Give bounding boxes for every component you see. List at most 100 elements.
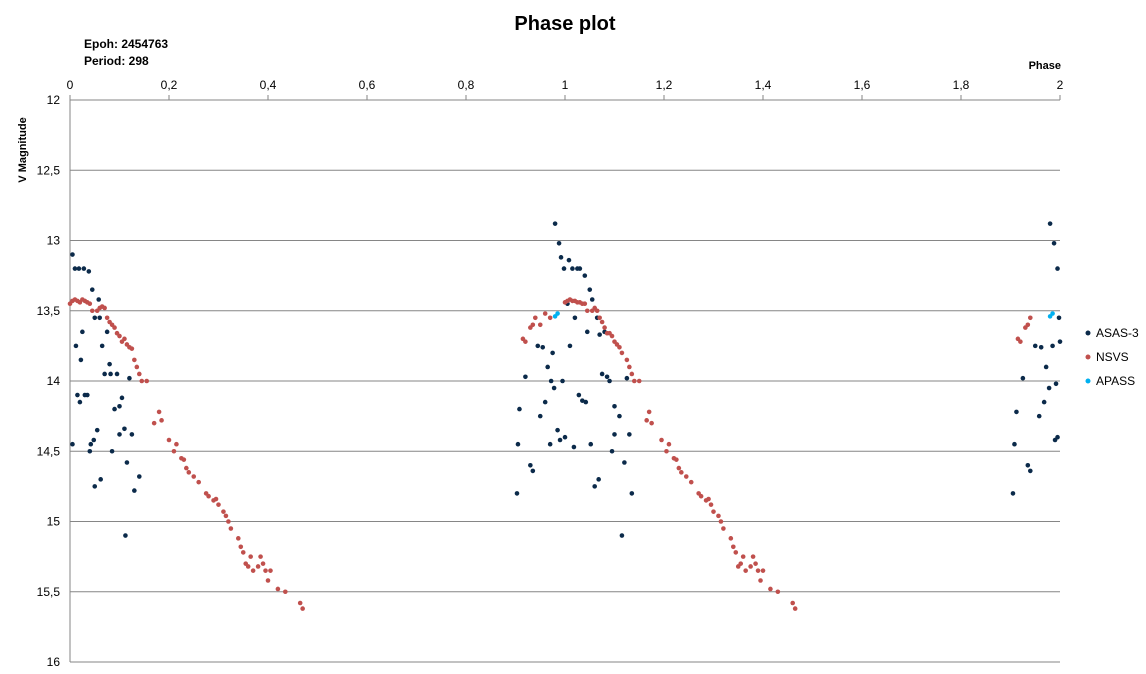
data-point-nsvs: [238, 544, 244, 550]
x-tick-label: 1: [562, 78, 569, 92]
data-point-nsvs: [186, 470, 192, 475]
data-point-nsvs: [644, 418, 649, 423]
data-point-asas-3: [1046, 385, 1052, 391]
data-point-nsvs: [166, 437, 172, 443]
data-point-nsvs: [250, 568, 256, 573]
y-tick-label: 15: [47, 515, 61, 529]
data-point-asas-3: [72, 266, 78, 271]
data-point-asas-3: [78, 357, 84, 363]
data-point-asas-3: [92, 484, 98, 489]
data-point-nsvs: [740, 554, 746, 559]
data-point-asas-3: [98, 477, 103, 482]
data-point-asas-3: [550, 350, 555, 356]
data-point-asas-3: [612, 432, 617, 437]
data-point-nsvs: [132, 357, 137, 363]
x-tick-label: 0: [67, 78, 74, 92]
data-point-asas-3: [584, 329, 590, 335]
data-point-asas-3: [1028, 468, 1033, 474]
data-point-nsvs: [676, 465, 682, 471]
data-point-nsvs: [542, 311, 548, 316]
data-point-asas-3: [127, 375, 132, 381]
data-point-asas-3: [523, 374, 528, 380]
data-point-asas-3: [528, 463, 533, 468]
data-point-nsvs: [731, 544, 736, 550]
data-point-asas-3: [1056, 315, 1062, 321]
data-point-nsvs: [775, 589, 781, 595]
data-point-asas-3: [92, 315, 98, 321]
data-point-asas-3: [76, 266, 82, 271]
legend-label-asas-3: ASAS-3: [1096, 326, 1139, 340]
x-tick-label: 1,4: [755, 78, 772, 92]
data-point-asas-3: [537, 413, 543, 419]
legend-marker-nsvs: [1085, 354, 1091, 360]
data-point-nsvs: [104, 315, 110, 321]
data-point-nsvs: [213, 496, 219, 502]
data-point-asas-3: [1020, 375, 1026, 381]
data-point-asas-3: [77, 399, 83, 405]
data-point-nsvs: [597, 315, 602, 321]
data-point-nsvs: [617, 344, 622, 350]
data-point-asas-3: [562, 434, 568, 440]
data-point-nsvs: [533, 315, 538, 321]
data-point-nsvs: [790, 600, 795, 606]
data-point-asas-3: [99, 343, 105, 349]
x-tick-label: 0,2: [161, 78, 178, 92]
data-point-nsvs: [87, 301, 93, 307]
data-point-nsvs: [733, 550, 739, 555]
data-point-nsvs: [582, 301, 588, 307]
period-annotation: Period: 298: [84, 54, 149, 68]
data-point-asas-3: [94, 427, 100, 433]
data-point-nsvs: [184, 465, 189, 471]
data-point-asas-3: [1041, 399, 1047, 405]
data-point-nsvs: [792, 606, 798, 611]
x-tick-label: 1,6: [854, 78, 871, 92]
data-point-asas-3: [557, 437, 563, 443]
data-point-nsvs: [711, 509, 716, 514]
data-point-nsvs: [283, 589, 288, 595]
data-point-asas-3: [132, 488, 137, 493]
data-point-nsvs: [258, 554, 263, 559]
data-point-nsvs: [530, 322, 536, 328]
data-point-nsvs: [89, 308, 95, 314]
data-point-asas-3: [104, 329, 110, 335]
data-point-nsvs: [609, 333, 615, 339]
data-point-asas-3: [609, 448, 615, 454]
data-point-asas-3: [619, 533, 625, 538]
data-point-nsvs: [117, 333, 122, 339]
data-point-nsvs: [181, 457, 187, 462]
data-point-asas-3: [535, 343, 541, 349]
data-point-nsvs: [738, 561, 744, 566]
data-point-asas-3: [80, 329, 85, 335]
data-point-nsvs: [240, 550, 246, 555]
data-point-nsvs: [245, 564, 251, 569]
data-point-nsvs: [748, 564, 753, 569]
data-point-asas-3: [117, 432, 122, 437]
x-tick-label: 0,8: [458, 78, 475, 92]
data-point-nsvs: [698, 493, 704, 499]
data-point-nsvs: [718, 519, 724, 524]
data-point-asas-3: [81, 266, 87, 271]
data-point-nsvs: [248, 554, 253, 559]
data-point-nsvs: [156, 409, 162, 415]
data-point-nsvs: [666, 441, 672, 447]
data-point-asas-3: [577, 266, 583, 271]
data-point-asas-3: [137, 474, 142, 479]
data-point-nsvs: [523, 339, 528, 344]
legend-marker-apass: [1085, 378, 1091, 384]
data-point-asas-3: [124, 460, 130, 465]
y-tick-label: 14: [47, 374, 61, 388]
data-point-asas-3: [517, 406, 522, 412]
data-point-asas-3: [1025, 463, 1031, 468]
data-point-asas-3: [96, 297, 102, 302]
data-point-asas-3: [551, 385, 557, 391]
data-point-asas-3: [545, 364, 550, 370]
data-point-nsvs: [755, 568, 761, 573]
data-point-nsvs: [646, 409, 652, 415]
chart-title: Phase plot: [514, 13, 615, 35]
data-point-asas-3: [587, 287, 593, 292]
data-point-nsvs: [674, 457, 679, 462]
data-point-nsvs: [221, 509, 226, 514]
data-point-nsvs: [624, 357, 630, 363]
data-point-asas-3: [558, 255, 564, 260]
